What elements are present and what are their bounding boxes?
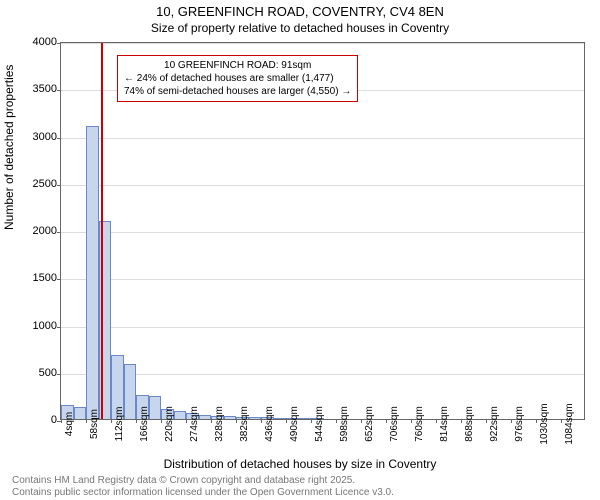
ytick-label: 2500 [17, 178, 57, 190]
ytick-label: 0 [17, 414, 57, 426]
xtick-label: 544sqm [314, 406, 325, 442]
xtick-mark [461, 419, 462, 423]
xtick-label: 382sqm [239, 406, 250, 442]
xtick-mark [261, 419, 262, 423]
gridline [61, 43, 584, 44]
ytick-mark [57, 327, 61, 328]
ytick-label: 3000 [17, 131, 57, 143]
ytick-mark [57, 185, 61, 186]
xtick-label: 490sqm [289, 406, 300, 442]
gridline [61, 232, 584, 233]
xtick-label: 1030sqm [539, 403, 550, 444]
xtick-label: 922sqm [489, 406, 500, 442]
xtick-mark [86, 419, 87, 423]
histogram-bar [274, 418, 287, 419]
footer-line-1: Contains HM Land Registry data © Crown c… [12, 475, 355, 486]
y-axis-label: Number of detached properties [2, 65, 16, 230]
xtick-label: 598sqm [339, 406, 350, 442]
ytick-mark [57, 232, 61, 233]
gridline [61, 138, 584, 139]
histogram-bar [224, 416, 237, 419]
xtick-mark [61, 419, 62, 423]
xtick-mark [186, 419, 187, 423]
histogram-bar [124, 364, 137, 419]
ytick-mark [57, 90, 61, 91]
xtick-mark [286, 419, 287, 423]
xtick-mark [211, 419, 212, 423]
ytick-mark [57, 279, 61, 280]
histogram-bar [149, 396, 162, 419]
xtick-label: 760sqm [414, 406, 425, 442]
xtick-mark [561, 419, 562, 423]
xtick-label: 976sqm [514, 406, 525, 442]
xtick-mark [136, 419, 137, 423]
xtick-mark [486, 419, 487, 423]
gridline [61, 327, 584, 328]
xtick-mark [161, 419, 162, 423]
histogram-bar [299, 418, 312, 419]
ytick-label: 1000 [17, 320, 57, 332]
title-sub: Size of property relative to detached ho… [0, 21, 600, 35]
annotation-line: 74% of semi-detached houses are larger (… [124, 85, 351, 98]
xtick-label: 436sqm [264, 406, 275, 442]
ytick-label: 500 [17, 367, 57, 379]
ytick-label: 1500 [17, 272, 57, 284]
xtick-mark [511, 419, 512, 423]
xtick-label: 814sqm [439, 406, 450, 442]
xtick-label: 4sqm [64, 412, 75, 436]
xtick-label: 328sqm [214, 406, 225, 442]
gridline [61, 279, 584, 280]
ytick-label: 3500 [17, 83, 57, 95]
xtick-mark [436, 419, 437, 423]
xtick-label: 652sqm [364, 406, 375, 442]
xtick-mark [361, 419, 362, 423]
gridline [61, 374, 584, 375]
ytick-mark [57, 43, 61, 44]
xtick-label: 1084sqm [564, 403, 575, 444]
title-main: 10, GREENFINCH ROAD, COVENTRY, CV4 8EN [0, 4, 600, 19]
xtick-mark [336, 419, 337, 423]
xtick-mark [311, 419, 312, 423]
histogram-bar [74, 407, 87, 419]
annotation-box: 10 GREENFINCH ROAD: 91sqm← 24% of detach… [117, 55, 358, 102]
xtick-label: 274sqm [189, 406, 200, 442]
x-axis-label: Distribution of detached houses by size … [0, 457, 600, 471]
annotation-line: ← 24% of detached houses are smaller (1,… [124, 72, 351, 85]
plot-area: 10 GREENFINCH ROAD: 91sqm← 24% of detach… [60, 42, 585, 420]
ytick-mark [57, 374, 61, 375]
marker-line [101, 43, 103, 419]
histogram-bar [199, 415, 212, 419]
xtick-label: 166sqm [139, 406, 150, 442]
ytick-label: 4000 [17, 36, 57, 48]
xtick-label: 706sqm [389, 406, 400, 442]
xtick-mark [111, 419, 112, 423]
xtick-mark [411, 419, 412, 423]
xtick-label: 112sqm [114, 407, 125, 442]
xtick-label: 868sqm [464, 406, 475, 442]
gridline [61, 185, 584, 186]
histogram-bar [86, 126, 99, 419]
xtick-mark [386, 419, 387, 423]
xtick-mark [236, 419, 237, 423]
xtick-mark [536, 419, 537, 423]
xtick-label: 58sqm [89, 409, 100, 439]
histogram-bar [249, 417, 262, 419]
xtick-label: 220sqm [164, 406, 175, 442]
ytick-label: 2000 [17, 225, 57, 237]
histogram-bar [174, 411, 187, 419]
footer-line-2: Contains public sector information licen… [12, 487, 394, 498]
ytick-mark [57, 138, 61, 139]
annotation-line: 10 GREENFINCH ROAD: 91sqm [124, 59, 351, 72]
